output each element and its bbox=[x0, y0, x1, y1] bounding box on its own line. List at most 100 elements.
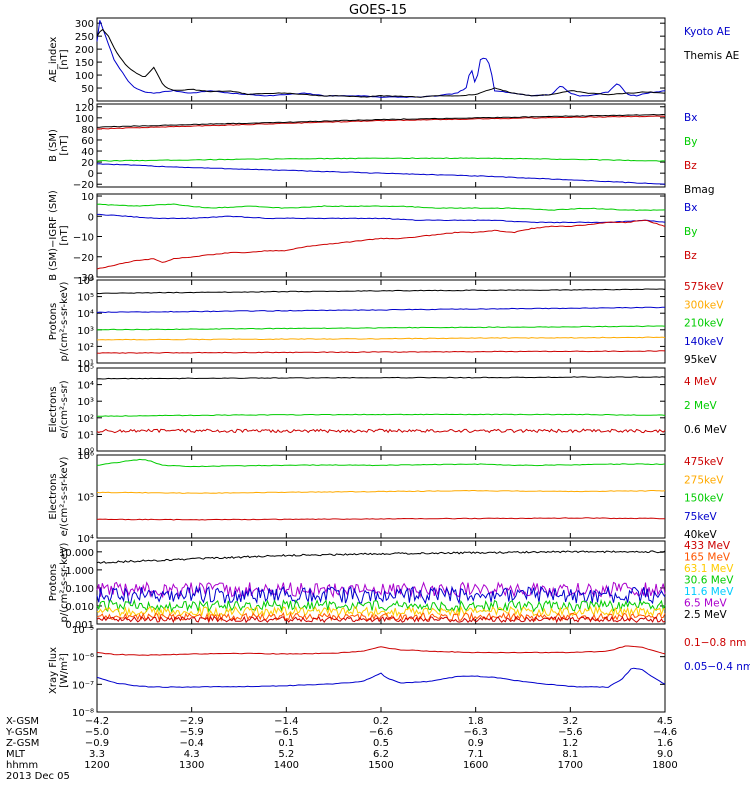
y-tick-label: 60 bbox=[81, 136, 94, 147]
legend-entry: 0.05−0.4 nm bbox=[684, 661, 750, 673]
y-tick-label: 10⁶ bbox=[77, 451, 94, 462]
y-tick-label: 10 bbox=[81, 192, 94, 203]
y-tick-label: 10² bbox=[77, 414, 94, 425]
y-tick-label: 100 bbox=[75, 71, 94, 82]
x-row-value: 7.1 bbox=[468, 749, 484, 760]
series-line bbox=[96, 306, 665, 314]
series-line bbox=[96, 219, 666, 270]
legend-entry: Kyoto AE bbox=[684, 26, 730, 38]
y-tick-label: 10.000 bbox=[59, 548, 94, 559]
x-row-value: 1.8 bbox=[468, 716, 484, 727]
series-line bbox=[96, 113, 666, 128]
legend-entry: 210keV bbox=[684, 318, 724, 330]
y-tick-label: 10⁵ bbox=[77, 364, 94, 375]
series-line bbox=[96, 288, 666, 295]
legend-entry: 0.1−0.8 nm bbox=[684, 637, 746, 649]
x-row-label: MLT bbox=[6, 749, 26, 760]
legend-entry: 150keV bbox=[684, 493, 724, 505]
y-tick-label: 10⁴ bbox=[77, 534, 94, 545]
y-tick-label: −10 bbox=[73, 233, 94, 244]
y-tick-label: −30 bbox=[73, 273, 94, 284]
legend-entry: Bx bbox=[684, 112, 697, 124]
series-line bbox=[96, 350, 666, 354]
y-tick-label: 50 bbox=[81, 84, 94, 95]
y-tick-label: 200 bbox=[75, 45, 94, 56]
y-tick-label: 250 bbox=[75, 32, 94, 43]
legend-entry: Bz bbox=[684, 250, 697, 262]
y-tick-label: 300 bbox=[75, 19, 94, 30]
legend-entry: 2 MeV bbox=[684, 400, 718, 412]
x-row-value: 3.3 bbox=[89, 749, 105, 760]
y-tick-label: 0 bbox=[88, 169, 94, 180]
legend-entry: 475keV bbox=[684, 456, 724, 468]
x-row-value: −5.9 bbox=[180, 727, 204, 738]
y-tick-label: 10³ bbox=[77, 397, 94, 408]
y-axis-label: Protons p/(cm²-s-sr-keV) bbox=[48, 281, 70, 361]
series-line bbox=[96, 585, 666, 605]
y-tick-label: 10⁰ bbox=[77, 447, 94, 458]
y-tick-label: 1.000 bbox=[65, 566, 94, 577]
x-row-value: 0.1 bbox=[278, 738, 294, 749]
y-axis-label-line2: [nT] bbox=[59, 49, 70, 69]
x-row-value: −6.5 bbox=[274, 727, 298, 738]
legend-entry: 4 MeV bbox=[684, 376, 718, 388]
x-row-value: −6.6 bbox=[369, 727, 393, 738]
panel-frame bbox=[96, 17, 666, 102]
x-row-value: −5.6 bbox=[558, 727, 582, 738]
x-row-label: X-GSM bbox=[6, 716, 39, 727]
y-tick-label: 120 bbox=[75, 103, 94, 114]
legend-entry: 95keV bbox=[684, 354, 718, 366]
legend-entry: Themis AE bbox=[683, 50, 739, 62]
x-row-value: −5.0 bbox=[85, 727, 109, 738]
series-line bbox=[96, 489, 666, 494]
y-tick-label: 10² bbox=[77, 342, 94, 353]
legend-entry: 140keV bbox=[684, 336, 724, 348]
y-axis-label-line2: e/(cm²-s-sr-keV) bbox=[59, 457, 70, 537]
y-axis-label: Electrons e/(cm²-s-sr) bbox=[48, 380, 70, 438]
legend-entry: 40keV bbox=[684, 529, 718, 541]
y-axis-label: Electrons e/(cm²-s-sr-keV) bbox=[48, 457, 70, 537]
legend-entry: 2.5 MeV bbox=[684, 609, 728, 621]
legend-entry: Bx bbox=[684, 202, 697, 214]
x-row-value: −4.2 bbox=[85, 716, 109, 727]
legend-entry: Bz bbox=[684, 160, 697, 172]
x-row-value: −1.4 bbox=[274, 716, 298, 727]
x-row-value: −6.3 bbox=[464, 727, 488, 738]
series-line bbox=[96, 550, 666, 564]
y-tick-label: 40 bbox=[81, 147, 94, 158]
y-tick-label: 0.001 bbox=[65, 620, 94, 631]
x-row-label: Y-GSM bbox=[5, 727, 38, 738]
series-line bbox=[96, 336, 666, 341]
series-line bbox=[96, 163, 666, 185]
y-axis-label-line1: AE_index bbox=[48, 37, 59, 83]
y-tick-label: 10⁻⁵ bbox=[72, 625, 94, 636]
x-row-value: 1600 bbox=[463, 760, 488, 771]
y-axis-label-line1: Protons bbox=[48, 564, 59, 601]
panel-4: 10¹ 10² 10³ 10⁴ 10⁵ 10⁶ Protons p/(cm²-s-sr-keV… bbox=[48, 276, 724, 370]
y-tick-label: 80 bbox=[81, 125, 94, 136]
series-line bbox=[96, 581, 666, 599]
series-line bbox=[96, 115, 666, 130]
x-row-label: hhmm bbox=[6, 760, 38, 771]
x-row-value: −2.9 bbox=[180, 716, 204, 727]
x-row-value: 5.2 bbox=[278, 749, 294, 760]
y-tick-label: 10¹ bbox=[77, 430, 94, 441]
x-row-value: −4.6 bbox=[653, 727, 677, 738]
x-row-value: 1400 bbox=[274, 760, 299, 771]
y-axis-label: Xray Flux [W/m²] bbox=[48, 647, 70, 694]
legend-entry: 275keV bbox=[684, 474, 724, 486]
y-tick-label: 10⁵ bbox=[77, 293, 94, 304]
y-axis-label: B (SM) [nT] bbox=[48, 129, 70, 162]
panel-frame bbox=[96, 367, 666, 452]
y-tick-label: 0 bbox=[88, 97, 94, 108]
y-tick-label: 10⁶ bbox=[77, 276, 94, 287]
y-tick-label: 0 bbox=[88, 212, 94, 223]
y-axis-label-line2: [W/m²] bbox=[59, 653, 70, 688]
x-row-value: −0.9 bbox=[85, 738, 109, 749]
y-axis-label: AE_index [nT] bbox=[48, 37, 70, 83]
y-axis-label-line1: Electrons bbox=[48, 473, 59, 519]
